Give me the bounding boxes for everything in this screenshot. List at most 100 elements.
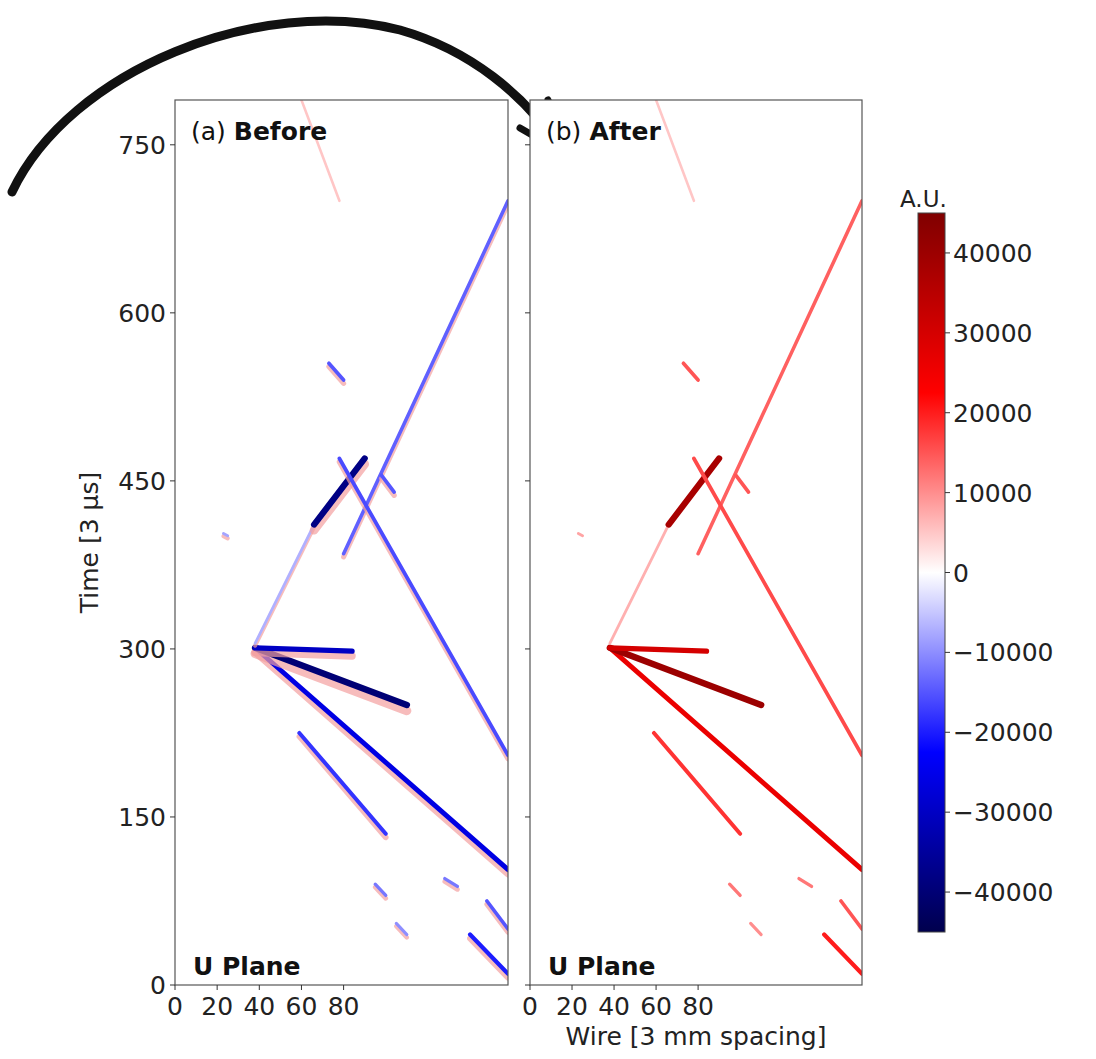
colorbar-tick <box>945 332 950 333</box>
track <box>683 363 698 380</box>
track <box>610 525 669 644</box>
panel-letter: (b) <box>546 117 581 146</box>
track <box>255 525 314 644</box>
colorbar-tick-label: 40000 <box>953 239 1033 268</box>
panel: 0204060800150300450600750(a)BeforeU Plan… <box>75 100 508 1021</box>
x-tick-label: 0 <box>522 992 538 1021</box>
colorbar-tick <box>945 252 950 253</box>
colorbar-tick <box>945 812 950 813</box>
y-tick <box>170 144 175 145</box>
y-tick-label: 750 <box>118 131 166 160</box>
y-tick-label: 600 <box>118 299 166 328</box>
y-tick-label: 450 <box>118 467 166 496</box>
y-tick <box>525 144 530 145</box>
track <box>610 648 761 705</box>
x-tick <box>698 985 699 990</box>
track <box>841 901 862 929</box>
y-tick <box>525 480 530 481</box>
track <box>799 879 812 887</box>
colorbar-tick-label: −20000 <box>953 718 1053 747</box>
y-tick-label: 150 <box>118 803 166 832</box>
track <box>299 733 385 834</box>
plane-label: U Plane <box>193 952 301 981</box>
track <box>223 534 227 536</box>
colorbar-tick-label: 10000 <box>953 479 1033 508</box>
x-tick <box>217 985 218 990</box>
track <box>751 923 762 934</box>
y-tick-label: 300 <box>118 635 166 664</box>
plot-background <box>175 100 508 985</box>
plot-background <box>530 100 862 985</box>
colorbar-tick <box>945 892 950 893</box>
track <box>694 458 862 755</box>
x-tick <box>656 985 657 990</box>
x-tick-label: 40 <box>243 992 275 1021</box>
track <box>470 935 508 974</box>
panel-title: (b) After <box>546 117 662 146</box>
track <box>301 100 339 201</box>
track <box>698 201 862 554</box>
track <box>730 884 741 895</box>
x-tick <box>259 985 260 990</box>
plot-frame <box>530 100 862 985</box>
x-tick-label: 60 <box>286 992 318 1021</box>
track <box>382 475 395 492</box>
x-tick <box>343 985 344 990</box>
track-halo <box>487 904 508 932</box>
panel-title: (a)Before <box>191 117 327 146</box>
x-tick-label: 80 <box>682 992 714 1021</box>
y-tick <box>525 816 530 817</box>
y-tick <box>525 985 530 986</box>
track <box>255 648 352 651</box>
tracks <box>578 100 862 974</box>
tracks <box>223 100 508 978</box>
colorbar-tick <box>945 572 950 573</box>
y-tick <box>170 312 175 313</box>
x-tick-label: 80 <box>328 992 360 1021</box>
x-tick <box>614 985 615 990</box>
colorbar-tick-label: −40000 <box>953 878 1053 907</box>
track <box>736 475 749 492</box>
track <box>329 363 344 380</box>
x-tick <box>301 985 302 990</box>
track <box>255 648 407 705</box>
y-tick <box>170 480 175 481</box>
colorbar-tick-label: −10000 <box>953 638 1053 667</box>
colorbar: −40000−30000−20000−100000100002000030000… <box>900 186 1053 932</box>
track <box>375 884 386 895</box>
x-tick-label: 60 <box>640 992 672 1021</box>
colorbar-tick-label: 0 <box>953 559 969 588</box>
y-tick <box>170 816 175 817</box>
track-halo <box>255 654 407 711</box>
title: After <box>589 117 661 146</box>
y-tick <box>525 312 530 313</box>
y-axis-title: Time [3 μs] <box>75 472 104 614</box>
x-axis-title: Wire [3 mm spacing] <box>566 1022 827 1051</box>
title: Before <box>234 117 327 146</box>
track <box>610 648 707 651</box>
track <box>344 201 508 554</box>
colorbar-tick <box>945 412 950 413</box>
colorbar-tick-label: 30000 <box>953 319 1033 348</box>
figure: 0204060800150300450600750(a)BeforeU Plan… <box>0 0 1096 1059</box>
x-tick-label: 20 <box>556 992 588 1021</box>
colorbar-tick <box>945 492 950 493</box>
track-halo <box>470 938 508 977</box>
track <box>445 879 458 887</box>
plane-label: U Plane <box>548 952 656 981</box>
y-tick <box>170 985 175 986</box>
x-tick <box>175 985 176 990</box>
y-tick <box>525 648 530 649</box>
track <box>824 935 862 974</box>
x-tick-label: 20 <box>201 992 233 1021</box>
plot-frame <box>175 100 508 985</box>
y-tick <box>170 648 175 649</box>
x-tick-label: 40 <box>598 992 630 1021</box>
panel: 0 20 40 60 80 (b) After U Plane Wire [3 mm spaci… <box>522 100 862 1051</box>
colorbar-tick-label: 20000 <box>953 399 1033 428</box>
track <box>578 534 582 536</box>
track <box>656 100 694 201</box>
track <box>255 648 508 870</box>
x-tick-label: 0 <box>167 992 183 1021</box>
track <box>610 648 862 870</box>
